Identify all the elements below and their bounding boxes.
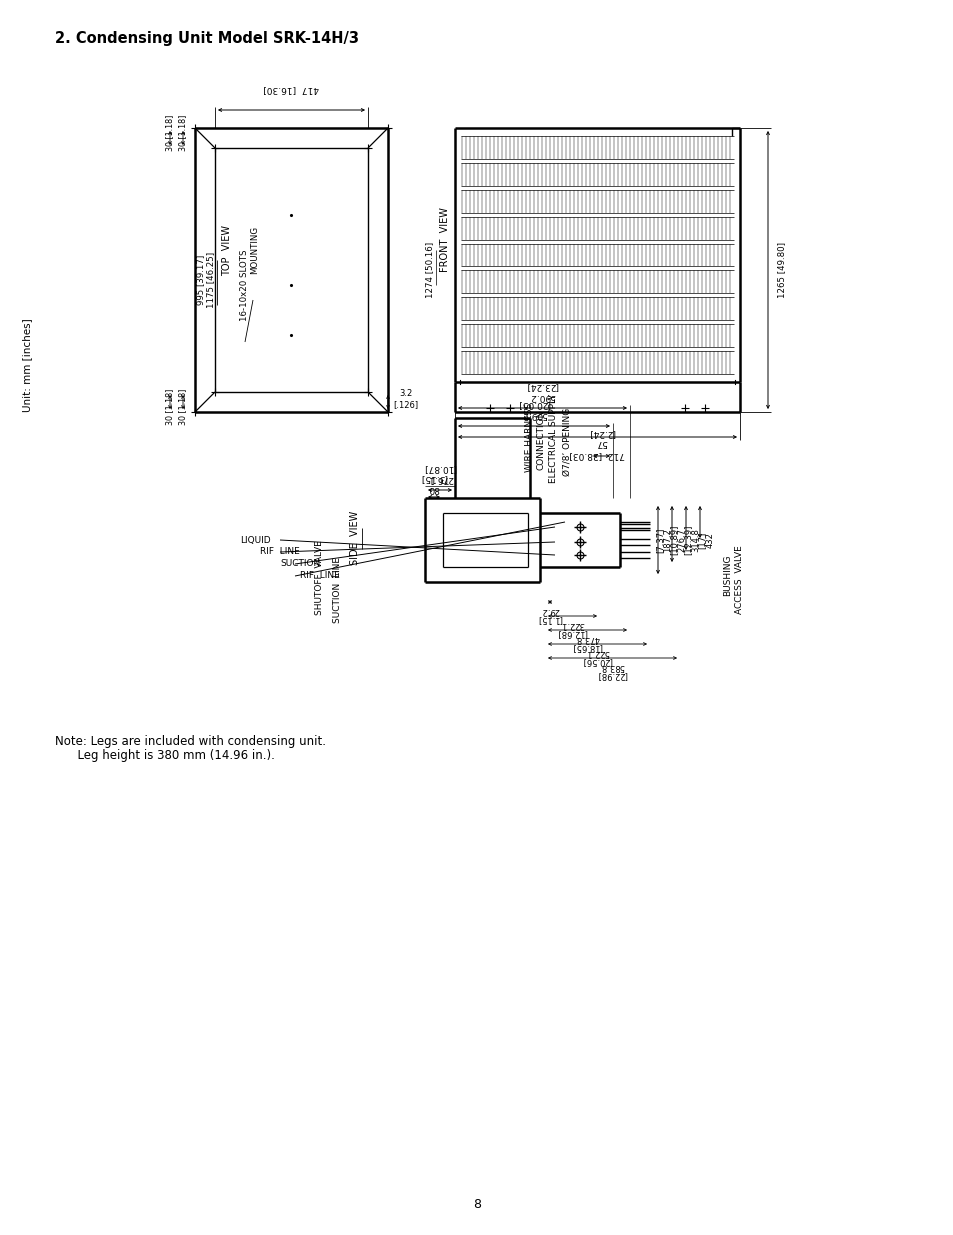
Text: [10.89]: [10.89]: [669, 525, 678, 556]
Text: 1175 [46.25]: 1175 [46.25]: [206, 252, 215, 308]
Text: Note: Legs are included with condensing unit.: Note: Legs are included with condensing …: [55, 735, 326, 747]
Text: 8: 8: [473, 1198, 480, 1212]
Text: [2.24]: [2.24]: [587, 429, 615, 437]
Text: [.126]: [.126]: [393, 400, 418, 410]
Text: Leg height is 380 mm (14.96 in.).: Leg height is 380 mm (14.96 in.).: [55, 750, 274, 762]
Text: 30 [1.18]: 30 [1.18]: [178, 389, 188, 425]
Text: TOP  VIEW: TOP VIEW: [222, 225, 232, 275]
Text: 509.2: 509.2: [520, 410, 546, 419]
Text: ACCESS  VALVE: ACCESS VALVE: [735, 546, 743, 614]
Text: SUCTION  LINE: SUCTION LINE: [334, 557, 342, 622]
Text: [3.15]: [3.15]: [420, 473, 447, 483]
Text: WIRE HARNESS: WIRE HARNESS: [525, 403, 534, 472]
Text: 57: 57: [595, 438, 607, 447]
Text: 3.2: 3.2: [399, 389, 413, 399]
Text: 583.8: 583.8: [599, 662, 624, 671]
Text: RIF  LINE: RIF LINE: [299, 572, 339, 580]
Text: Ø7/8’ OPENING: Ø7/8’ OPENING: [562, 408, 571, 477]
Text: [12.68]: [12.68]: [557, 629, 587, 637]
Text: [1.15]: [1.15]: [537, 615, 562, 624]
Text: 30 [1.18]: 30 [1.18]: [165, 115, 174, 151]
Text: SUCTION: SUCTION: [280, 559, 320, 568]
Text: 417  [16.30]: 417 [16.30]: [263, 85, 319, 94]
Text: 712  [28.03]: 712 [28.03]: [569, 451, 624, 459]
Text: MOUNTING: MOUNTING: [251, 226, 259, 274]
Text: SIDE  VIEW: SIDE VIEW: [350, 511, 359, 566]
Text: 1265 [49.80]: 1265 [49.80]: [777, 242, 785, 298]
Text: SHUTOFF  VALVE: SHUTOFF VALVE: [315, 541, 324, 615]
Text: [23.24]: [23.24]: [526, 382, 558, 390]
Text: 432: 432: [705, 532, 714, 548]
Text: 80: 80: [428, 483, 439, 493]
Text: LIQUID: LIQUID: [240, 536, 271, 545]
Text: 276.1: 276.1: [427, 473, 453, 483]
Text: 29.2: 29.2: [540, 605, 558, 615]
Text: [22.98]: [22.98]: [597, 671, 627, 679]
Text: 1274 [50.16]: 1274 [50.16]: [425, 242, 434, 298]
Text: 276.7: 276.7: [677, 529, 686, 552]
Text: 30 [1.18]: 30 [1.18]: [165, 389, 174, 425]
Text: 322.1: 322.1: [560, 620, 584, 629]
Text: [10.87]: [10.87]: [423, 463, 456, 473]
Text: ELECTRICAL SUPPLY: ELECTRICAL SUPPLY: [549, 394, 558, 483]
Text: FRONT  VIEW: FRONT VIEW: [439, 207, 450, 273]
Text: 473.8: 473.8: [575, 634, 598, 642]
Text: BUSHING: BUSHING: [722, 555, 732, 595]
Text: [17]: [17]: [697, 531, 706, 548]
Text: [18.65]: [18.65]: [572, 642, 602, 652]
Text: 995 [39.17]: 995 [39.17]: [196, 254, 205, 305]
Text: [7.37]: [7.37]: [655, 527, 664, 553]
Text: RIF  LINE: RIF LINE: [260, 547, 299, 557]
Text: CONNECTION: CONNECTION: [536, 410, 545, 471]
Text: [12.39]: [12.39]: [682, 525, 692, 556]
Text: 187.2: 187.2: [662, 529, 672, 552]
Text: 590.2: 590.2: [529, 391, 555, 400]
Text: 2. Condensing Unit Model SRK-14H/3: 2. Condensing Unit Model SRK-14H/3: [55, 31, 358, 46]
Text: [20.56]: [20.56]: [581, 657, 612, 666]
Text: 314.8: 314.8: [691, 529, 700, 552]
Text: 522.1: 522.1: [585, 647, 609, 657]
Text: [20.05]: [20.05]: [517, 399, 550, 409]
Text: Unit: mm [inches]: Unit: mm [inches]: [22, 319, 32, 412]
Text: 30 [1.18]: 30 [1.18]: [178, 115, 188, 151]
Text: 16-10x20 SLOTS: 16-10x20 SLOTS: [240, 249, 250, 321]
